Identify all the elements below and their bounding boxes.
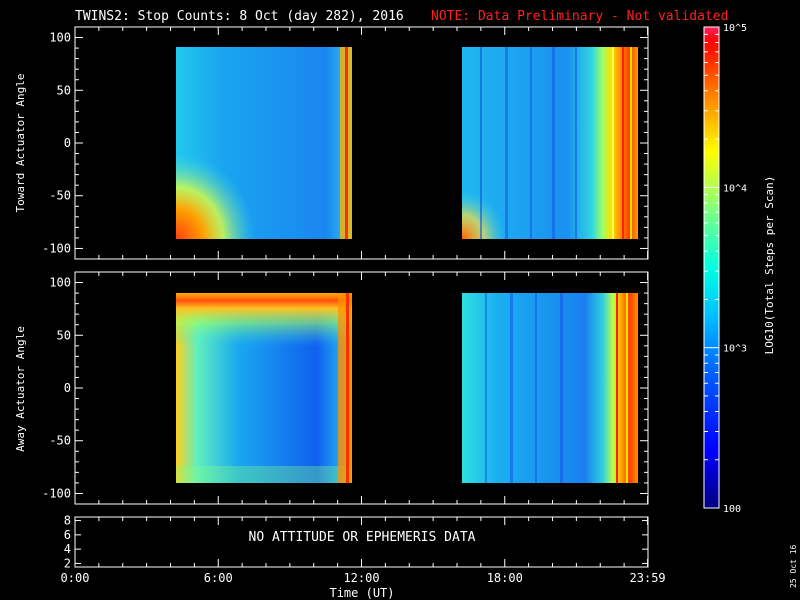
panel-attitude-ytick-label: 4 <box>64 542 71 556</box>
colorbar-gradient <box>704 27 719 508</box>
panel-attitude-ytick-label: 8 <box>64 514 71 528</box>
panel-toward: Toward Actuator Angle 100 50 0 -50 -100 <box>14 26 649 260</box>
time-axis: 0:00 6:00 12:00 18:00 23:59 <box>61 27 666 585</box>
colorbar: 100 10^3 10^4 10^5 LOG10(Total Steps per Sc… <box>703 23 776 515</box>
panel-away-data-block-2 <box>462 293 638 483</box>
preliminary-note: NOTE: Data Preliminary - Not validated <box>431 9 728 24</box>
time-tick-label: 23:59 <box>630 571 666 585</box>
figure-title: TWINS2: Stop Counts: 8 Oct (day 282), 20… <box>75 9 404 24</box>
panel-away-data-block-1 <box>176 293 352 483</box>
panel-away-ylabel: Away Actuator Angle <box>14 326 27 452</box>
time-tick-label: 18:00 <box>487 571 523 585</box>
panel-toward-data-block-2 <box>462 47 638 239</box>
panel-toward-ytick-label: 50 <box>57 83 71 97</box>
panel-away-ytick-label: 100 <box>49 276 71 290</box>
panel-away-ytick-label: 50 <box>57 328 71 342</box>
date-stamp: 25 Oct 16 <box>789 544 798 588</box>
colorbar-label: LOG10(Total Steps per Scan) <box>763 176 776 355</box>
time-axis-label: Time (UT) <box>329 586 394 600</box>
colorbar-tick-label: 10^4 <box>723 183 747 194</box>
time-tick-label: 6:00 <box>204 571 233 585</box>
panel-toward-ylabel: Toward Actuator Angle <box>14 73 27 212</box>
panel-away-ytick-label: -100 <box>42 486 71 500</box>
time-tick-label: 0:00 <box>61 571 90 585</box>
panel-away-ytick-label: 0 <box>64 381 71 395</box>
no-data-message: NO ATTITUDE OR EPHEMERIS DATA <box>249 530 476 545</box>
panel-toward-ytick-label: -50 <box>49 189 71 203</box>
colorbar-tick-label: 10^3 <box>723 344 747 355</box>
panel-toward-ytick-label: -100 <box>42 241 71 255</box>
colorbar-tick-label: 10^5 <box>723 23 747 34</box>
colorbar-tick-label: 100 <box>723 504 741 515</box>
panel-away-ytick-label: -50 <box>49 434 71 448</box>
time-tick-label: 12:00 <box>343 571 379 585</box>
panel-attitude-ytick-label: 6 <box>64 528 71 542</box>
panel-toward-ytick-label: 100 <box>49 31 71 45</box>
panel-attitude-ytick-label: 2 <box>64 556 71 570</box>
panel-toward-ytick-label: 0 <box>64 136 71 150</box>
panel-toward-data-block-1 <box>176 47 352 239</box>
panel-away: Away Actuator Angle 100 50 0 -50 -100 <box>14 271 649 505</box>
